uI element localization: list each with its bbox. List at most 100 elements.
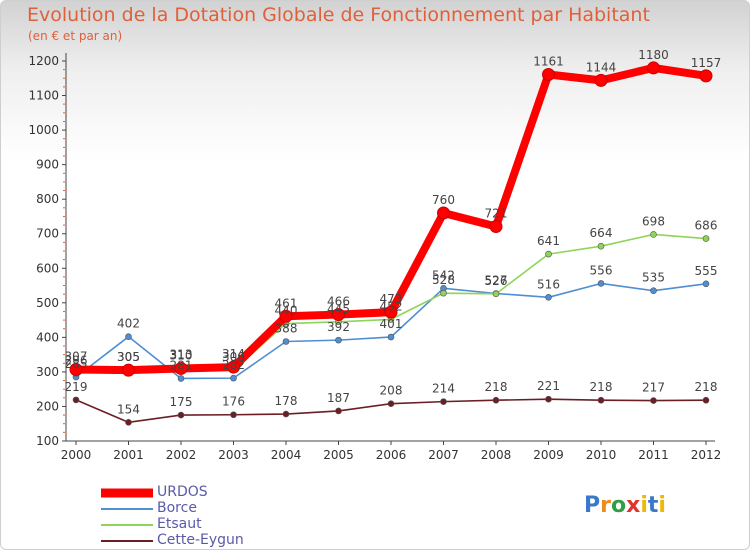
- data-label-cette-eygun: 218: [485, 380, 508, 394]
- data-label-borce: 281: [170, 358, 193, 372]
- data-label-urdos: 466: [327, 295, 350, 309]
- data-label-etsaut: 440: [275, 304, 298, 318]
- data-label-cette-eygun: 154: [117, 402, 140, 416]
- data-label-cette-eygun: 219: [65, 380, 88, 394]
- point-urdos: [594, 73, 608, 87]
- x-tick-label: 2009: [533, 448, 564, 462]
- point-cette-eygun: [335, 407, 342, 415]
- data-label-borce: 388: [275, 322, 298, 336]
- legend-swatch: [101, 501, 153, 517]
- brand-letter: o: [610, 493, 627, 518]
- point-urdos: [69, 362, 83, 376]
- point-urdos: [647, 61, 660, 75]
- data-label-etsaut: 296: [65, 353, 88, 367]
- chart-title: Evolution de la Dotation Globale de Fonc…: [27, 4, 650, 26]
- x-tick-label: 2006: [376, 448, 407, 462]
- y-tick-label: 700: [36, 227, 59, 241]
- chart-subtitle: (en € et par an): [28, 29, 123, 43]
- data-label-cette-eygun: 214: [432, 382, 455, 396]
- data-label-urdos: 1144: [586, 60, 617, 74]
- x-tick-label: 2007: [428, 448, 459, 462]
- legend-swatch: [101, 517, 153, 533]
- point-cette-eygun: [177, 411, 185, 419]
- y-tick-label: 800: [36, 192, 59, 206]
- point-urdos: [699, 69, 713, 83]
- data-label-urdos: 760: [432, 193, 455, 207]
- point-cette-eygun: [72, 396, 80, 404]
- data-label-cette-eygun: 175: [170, 395, 193, 409]
- y-tick-label: 1000: [28, 123, 59, 137]
- data-label-urdos: 721: [485, 206, 508, 220]
- point-cette-eygun: [597, 396, 605, 404]
- data-label-borce: 535: [642, 271, 665, 285]
- data-label-borce: 392: [327, 320, 350, 334]
- x-tick-label: 2002: [166, 448, 197, 462]
- data-labels: 219 154 175 176 178 187 208 214 218 221 218 217 218 2…: [65, 48, 722, 416]
- legend-item: Cette-Eygun: [101, 532, 301, 549]
- point-borce: [177, 375, 185, 382]
- data-label-borce: 401: [380, 317, 403, 331]
- point-cette-eygun: [230, 411, 237, 419]
- data-label-urdos: 305: [117, 350, 140, 364]
- x-tick-label: 2012: [691, 448, 722, 462]
- point-urdos: [122, 363, 135, 377]
- data-label-etsaut: 306: [222, 350, 245, 364]
- y-tick-label: 500: [36, 296, 59, 310]
- data-label-etsaut: 664: [590, 226, 613, 240]
- data-label-cette-eygun: 218: [695, 380, 718, 394]
- point-urdos: [384, 305, 398, 319]
- data-label-etsaut: 698: [642, 214, 665, 228]
- x-tick-label: 2003: [218, 448, 249, 462]
- legend-item: Etsaut: [101, 516, 301, 533]
- legend-label: Cette-Eygun: [157, 532, 244, 548]
- data-label-borce: 542: [432, 268, 455, 282]
- point-cette-eygun: [282, 410, 290, 418]
- point-borce: [597, 280, 605, 287]
- data-label-urdos: 1157: [691, 56, 722, 70]
- y-tick-label: 200: [36, 399, 59, 413]
- point-borce: [650, 287, 657, 295]
- data-label-borce: 516: [537, 277, 560, 291]
- x-tick-label: 2004: [271, 448, 302, 462]
- point-urdos: [542, 67, 555, 81]
- x-tick-label: 2005: [323, 448, 354, 462]
- data-label-borce: 555: [695, 264, 718, 278]
- data-label-etsaut: 526: [485, 274, 508, 288]
- data-label-urdos: 473: [380, 292, 403, 306]
- point-etsaut: [492, 290, 500, 298]
- legend-label: URDOS: [157, 484, 208, 500]
- brand-letter: r: [600, 493, 611, 518]
- data-label-borce: 556: [590, 263, 613, 277]
- data-label-borce: 285: [65, 357, 88, 371]
- brand-letter: x: [626, 493, 641, 518]
- brand-letter: P: [584, 493, 601, 518]
- data-label-cette-eygun: 221: [537, 379, 560, 393]
- brand-logo: Proxiti: [584, 493, 666, 518]
- point-cette-eygun: [702, 396, 710, 404]
- point-urdos: [227, 360, 240, 374]
- data-label-urdos: 1180: [638, 48, 669, 62]
- point-cette-eygun: [387, 400, 395, 407]
- legend-swatch: [101, 533, 153, 549]
- data-label-borce: 282: [222, 358, 245, 372]
- data-label-cette-eygun: 218: [590, 380, 613, 394]
- y-tick-label: 600: [36, 261, 59, 275]
- series-lines: [69, 61, 713, 426]
- data-label-cette-eygun: 208: [380, 384, 403, 398]
- y-tick-label: 100: [36, 434, 59, 448]
- data-label-urdos: 1161: [533, 54, 564, 68]
- data-label-urdos: 310: [170, 348, 193, 362]
- point-etsaut: [597, 242, 605, 250]
- legend-item: URDOS: [101, 484, 301, 501]
- data-label-cette-eygun: 217: [642, 381, 665, 395]
- legend-label: Etsaut: [157, 516, 202, 532]
- data-label-cette-eygun: 178: [275, 394, 298, 408]
- point-cette-eygun: [440, 398, 447, 405]
- legend-item: Borce: [101, 500, 301, 517]
- axes: 100 200 300 400 500 600 700 800 900 1000 1100 1200 2…: [28, 53, 721, 462]
- data-label-urdos: 307: [65, 349, 88, 363]
- point-etsaut: [545, 250, 552, 258]
- point-urdos: [174, 361, 188, 375]
- data-label-etsaut: 528: [432, 273, 455, 287]
